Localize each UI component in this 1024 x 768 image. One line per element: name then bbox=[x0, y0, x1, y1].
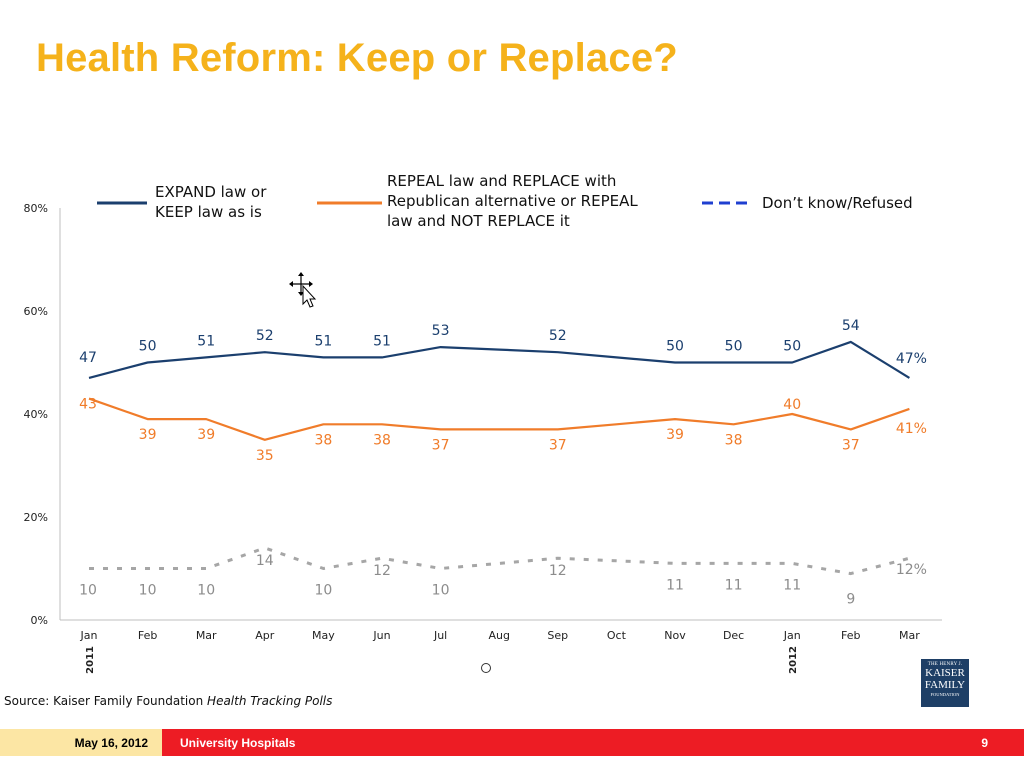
legend-label-3: Don’t know/Refused bbox=[762, 194, 913, 212]
logo-line-3: FAMILY bbox=[924, 679, 966, 691]
data-label: 47 bbox=[79, 350, 97, 366]
x-tick-label: Aug bbox=[488, 629, 509, 642]
x-tick-label: Dec bbox=[723, 629, 744, 642]
data-label: 40 bbox=[783, 397, 801, 413]
x-tick-label: Mar bbox=[899, 629, 920, 642]
source-title: Health Tracking Polls bbox=[207, 694, 333, 708]
data-label: 10 bbox=[139, 583, 157, 599]
data-label: 37 bbox=[842, 437, 860, 453]
kaiser-family-foundation-logo: THE HENRY J. KAISER FAMILY FOUNDATION bbox=[921, 659, 969, 707]
data-label: 52 bbox=[549, 328, 567, 344]
y-tick-label: 40% bbox=[24, 408, 48, 421]
data-label: 39 bbox=[197, 427, 215, 443]
data-label: 37 bbox=[432, 437, 450, 453]
y-tick-label: 60% bbox=[24, 305, 48, 318]
legend-label-2: REPEAL law and REPLACE with bbox=[387, 172, 616, 190]
y-tick-label: 20% bbox=[24, 511, 48, 524]
x-tick-label: Mar bbox=[196, 629, 217, 642]
footer-organization: University Hospitals bbox=[180, 736, 296, 750]
footer-bar: University Hospitals 9 bbox=[162, 729, 1024, 756]
logo-line-1: THE HENRY J. bbox=[927, 662, 963, 667]
series-line-1 bbox=[88, 340, 910, 379]
line-chart: EXPAND law or KEEP law as is REPEAL law an… bbox=[24, 172, 942, 674]
data-label: 37 bbox=[549, 437, 567, 453]
data-label: 50 bbox=[783, 339, 801, 355]
data-label: 35 bbox=[256, 448, 274, 464]
data-label: 41% bbox=[896, 421, 927, 437]
data-label: 39 bbox=[666, 427, 684, 443]
x-tick-label: Jan bbox=[783, 629, 801, 642]
data-label: 11 bbox=[666, 577, 684, 593]
data-label: 51 bbox=[314, 333, 332, 349]
data-label: 50 bbox=[139, 339, 157, 355]
footer-date-box: May 16, 2012 bbox=[0, 729, 162, 756]
data-label: 10 bbox=[432, 583, 450, 599]
data-label: 12% bbox=[896, 562, 927, 578]
y-tick-label: 0% bbox=[31, 614, 48, 627]
data-label: 38 bbox=[314, 432, 332, 448]
x-tick-label: Nov bbox=[664, 629, 686, 642]
data-label: 38 bbox=[373, 432, 391, 448]
data-label: 51 bbox=[373, 333, 391, 349]
series-line-2 bbox=[88, 397, 910, 441]
data-label: 14 bbox=[256, 553, 274, 569]
chart-data-labels: 47 50 51 52 51 51 53 52 50 50 50 54 47% 43 39 39 35 38 38 3… bbox=[79, 318, 927, 608]
data-label: 50 bbox=[725, 339, 743, 355]
x-tick-label: Oct bbox=[607, 629, 627, 642]
year-label: 2012 bbox=[788, 646, 799, 674]
move-cursor-icon bbox=[289, 272, 317, 308]
series-line-3 bbox=[89, 546, 910, 576]
data-label: 10 bbox=[314, 583, 332, 599]
legend-label-2: Republican alternative or REPEAL bbox=[387, 192, 638, 210]
data-label: 50 bbox=[666, 339, 684, 355]
x-tick-label: Apr bbox=[255, 629, 275, 642]
x-tick-label: Sep bbox=[547, 629, 568, 642]
data-label: 47% bbox=[896, 351, 927, 367]
logo-line-2: KAISER bbox=[925, 667, 965, 679]
legend-label-2: law and NOT REPLACE it bbox=[387, 212, 570, 230]
chart-axes: 0% 20% 40% 60% 80% Jan Feb Mar Apr May Jun Jul Aug Se… bbox=[24, 202, 942, 674]
x-tick-label: May bbox=[312, 629, 335, 642]
year-label: 2011 bbox=[85, 646, 96, 674]
chart-series bbox=[88, 340, 910, 576]
chart-legend: EXPAND law or KEEP law as is REPEAL law an… bbox=[97, 172, 913, 230]
data-label: 11 bbox=[725, 577, 743, 593]
source-prefix: Source: Kaiser Family Foundation bbox=[4, 694, 204, 708]
data-label: 43 bbox=[79, 397, 97, 413]
legend-label-1: EXPAND law or bbox=[155, 183, 267, 201]
pointer-circle-icon bbox=[481, 663, 491, 673]
data-label: 10 bbox=[197, 583, 215, 599]
logo-line-4: FOUNDATION bbox=[930, 692, 960, 697]
source-note: Source: Kaiser Family Foundation Health … bbox=[4, 694, 332, 708]
data-label: 51 bbox=[197, 333, 215, 349]
x-tick-label: Jun bbox=[372, 629, 390, 642]
x-tick-label: Feb bbox=[841, 629, 860, 642]
data-label: 10 bbox=[79, 583, 97, 599]
y-tick-label: 80% bbox=[24, 202, 48, 215]
data-label: 53 bbox=[432, 323, 450, 339]
slide-title: Health Reform: Keep or Replace? bbox=[36, 36, 678, 80]
data-label: 9 bbox=[846, 592, 855, 608]
data-label: 12 bbox=[549, 563, 567, 579]
data-label: 54 bbox=[842, 318, 860, 334]
data-label: 39 bbox=[139, 427, 157, 443]
legend-label-1: KEEP law as is bbox=[155, 203, 262, 221]
data-label: 12 bbox=[373, 563, 391, 579]
data-label: 52 bbox=[256, 328, 274, 344]
data-label: 38 bbox=[725, 432, 743, 448]
page-number: 9 bbox=[981, 736, 988, 750]
footer-date: May 16, 2012 bbox=[74, 736, 148, 750]
x-tick-label: Feb bbox=[138, 629, 157, 642]
data-label: 11 bbox=[783, 577, 801, 593]
x-tick-label: Jul bbox=[433, 629, 447, 642]
x-tick-label: Jan bbox=[80, 629, 98, 642]
slide-footer: May 16, 2012 University Hospitals 9 bbox=[0, 729, 1024, 756]
